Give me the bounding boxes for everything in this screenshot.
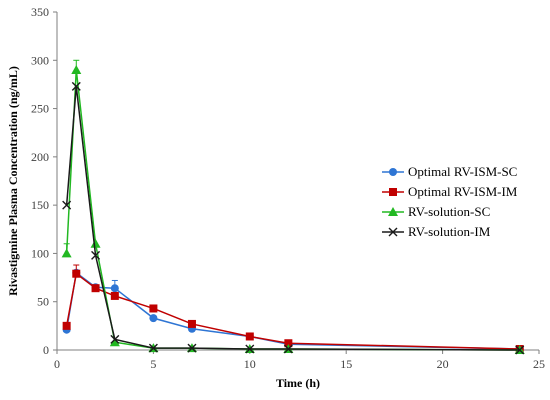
data-point bbox=[389, 168, 397, 176]
data-point-stroke bbox=[515, 345, 525, 355]
data-point bbox=[187, 343, 197, 353]
y-tick-label: 250 bbox=[31, 102, 49, 116]
y-tick-label: 50 bbox=[37, 295, 49, 309]
data-point-stroke bbox=[245, 344, 255, 354]
data-point-stroke bbox=[148, 343, 158, 353]
data-point bbox=[245, 332, 254, 341]
x-tick-label: 5 bbox=[150, 357, 156, 371]
legend-item: Optimal RV-ISM-SC bbox=[382, 164, 517, 179]
y-tick-label: 350 bbox=[31, 5, 49, 19]
data-point bbox=[245, 344, 255, 354]
x-tick-label: 10 bbox=[244, 357, 256, 371]
data-point bbox=[109, 337, 120, 347]
y-tick-label: 100 bbox=[31, 246, 49, 260]
data-point-stroke bbox=[91, 250, 101, 260]
data-point-stroke bbox=[388, 227, 398, 237]
data-point bbox=[71, 64, 82, 74]
data-point bbox=[110, 284, 119, 293]
legend-item: RV-solution-SC bbox=[382, 204, 490, 219]
series-layer bbox=[61, 59, 525, 355]
data-point bbox=[389, 188, 397, 196]
x-tick-label: 20 bbox=[437, 357, 449, 371]
data-point bbox=[91, 250, 101, 260]
x-axis-title: Time (h) bbox=[276, 376, 320, 390]
y-tick-label: 0 bbox=[43, 343, 49, 357]
data-point bbox=[91, 284, 100, 293]
legend-label: Optimal RV-ISM-SC bbox=[408, 164, 517, 179]
data-point bbox=[110, 291, 119, 300]
legend-item: Optimal RV-ISM-IM bbox=[382, 184, 518, 199]
data-point bbox=[149, 314, 158, 323]
data-point bbox=[149, 304, 158, 313]
data-point-stroke bbox=[283, 344, 293, 354]
data-point-stroke bbox=[71, 81, 81, 91]
data-point bbox=[283, 344, 293, 354]
data-point bbox=[72, 269, 81, 278]
data-point bbox=[284, 339, 293, 348]
data-point bbox=[187, 319, 196, 328]
data-point bbox=[110, 334, 120, 344]
legend-item: RV-solution-IM bbox=[382, 224, 491, 239]
legend: Optimal RV-ISM-SC Optimal RV-ISM-IM RV-sol… bbox=[382, 164, 518, 239]
data-point-stroke bbox=[187, 343, 197, 353]
data-point bbox=[62, 321, 71, 330]
y-axis-title: Rivastigmine Plasma Concentration (ng/mL… bbox=[6, 66, 20, 296]
data-point bbox=[61, 248, 72, 258]
legend-label: RV-solution-IM bbox=[408, 224, 491, 239]
series-line bbox=[65, 272, 520, 350]
y-tick-label: 300 bbox=[31, 53, 49, 67]
series-3 bbox=[62, 81, 525, 355]
legend-label: RV-solution-SC bbox=[408, 204, 490, 219]
series-1 bbox=[62, 264, 524, 354]
data-point bbox=[388, 207, 398, 216]
data-point bbox=[515, 345, 525, 355]
x-tick-label: 15 bbox=[340, 357, 352, 371]
x-tick-label: 0 bbox=[54, 357, 60, 371]
data-point bbox=[148, 343, 158, 353]
y-tick-label: 150 bbox=[31, 198, 49, 212]
chart-axes bbox=[53, 11, 540, 354]
series-0 bbox=[62, 268, 524, 354]
series-line bbox=[65, 271, 520, 350]
legend-label: Optimal RV-ISM-IM bbox=[408, 184, 518, 199]
data-point bbox=[62, 200, 72, 210]
data-point-stroke bbox=[62, 200, 72, 210]
y-tick-label: 200 bbox=[31, 150, 49, 164]
data-point-stroke bbox=[110, 334, 120, 344]
data-point bbox=[71, 81, 81, 91]
data-point bbox=[90, 238, 101, 248]
x-tick-label: 25 bbox=[533, 357, 545, 371]
data-point bbox=[388, 227, 398, 237]
